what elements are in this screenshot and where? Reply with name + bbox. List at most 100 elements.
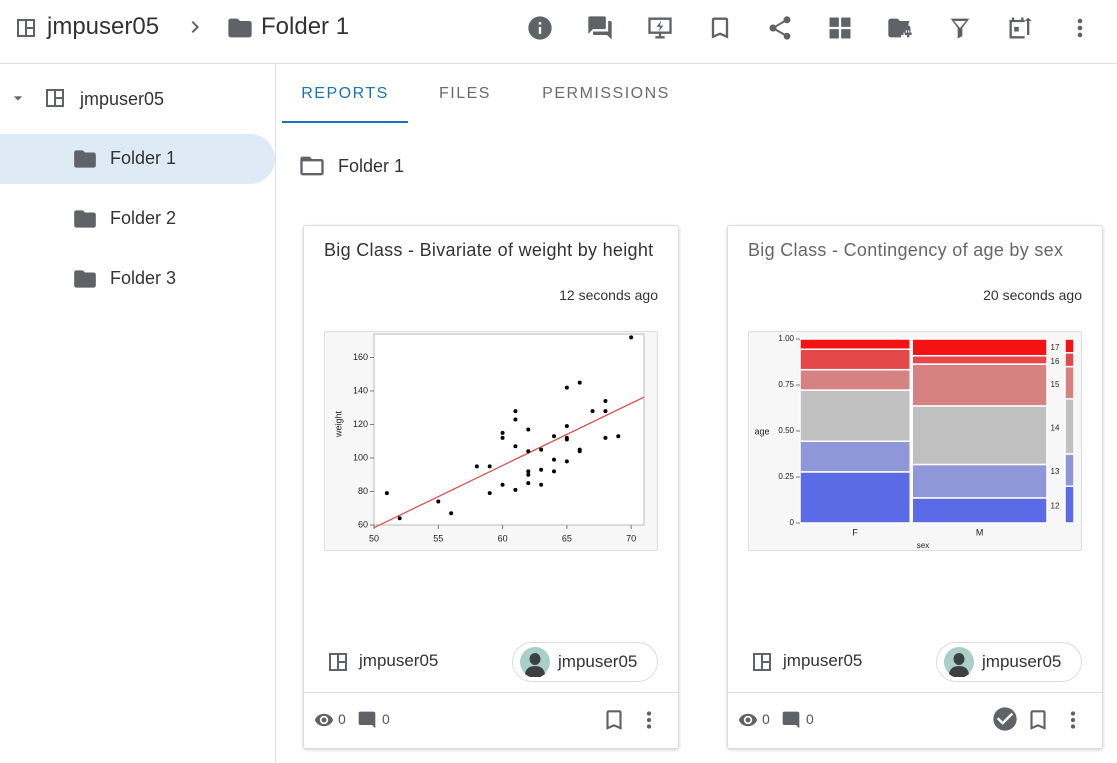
- comments-icon-shape: [358, 711, 376, 729]
- bookmark-button[interactable]: [601, 707, 627, 733]
- x-tick-label: M: [976, 527, 984, 537]
- x-axis-label: height: [497, 548, 522, 551]
- mosaic-cell: [799, 471, 911, 524]
- views-icon: [314, 713, 334, 727]
- y-axis-label: age: [754, 426, 769, 436]
- comments-count: 0: [382, 711, 390, 727]
- data-point: [564, 424, 569, 429]
- breadcrumb-space[interactable]: jmpuser05: [47, 13, 160, 40]
- more-button[interactable]: [1066, 14, 1094, 42]
- space-name[interactable]: jmpuser05: [783, 651, 863, 670]
- legend-label: 16: [1051, 357, 1060, 366]
- tab[interactable]: REPORTS: [301, 85, 389, 102]
- dashboard-button[interactable]: [826, 14, 854, 42]
- folder-name: Folder 2: [110, 208, 177, 228]
- mosaic-cell: [911, 354, 1048, 365]
- owner-chip[interactable]: jmpuser05: [512, 642, 658, 682]
- mosaic-cell: [799, 368, 911, 391]
- data-point: [603, 409, 608, 414]
- bookmark-button-shape: [1030, 710, 1046, 730]
- legend-label: 17: [1051, 343, 1060, 352]
- report-card[interactable]: Big Class - Bivariate of weight by heigh…: [303, 225, 679, 749]
- data-point: [552, 457, 556, 462]
- comments-button[interactable]: [586, 14, 614, 42]
- sort-date-button[interactable]: [1006, 14, 1034, 42]
- data-point: [513, 417, 518, 422]
- y-tick-label: 0.50: [778, 426, 794, 435]
- y-tick-label: 0: [790, 518, 795, 527]
- info-button[interactable]: [526, 14, 554, 42]
- data-point: [449, 511, 454, 516]
- comments-icon: [782, 711, 800, 729]
- owner-chip[interactable]: jmpuser05: [936, 642, 1082, 682]
- new-folder-button[interactable]: [886, 14, 914, 42]
- y-tick-label: 0.25: [778, 472, 794, 481]
- y-tick-label: 120: [353, 419, 368, 429]
- mosaic-cell: [799, 389, 911, 442]
- open-folder-icon: [300, 156, 324, 176]
- tab[interactable]: PERMISSIONS: [542, 85, 670, 102]
- legend-label: 14: [1051, 424, 1060, 433]
- bookmark-button[interactable]: [1025, 707, 1051, 733]
- space-root[interactable]: jmpuser05: [80, 89, 165, 109]
- breadcrumb-folder[interactable]: Folder 1: [261, 13, 350, 40]
- data-point: [603, 435, 608, 440]
- share-button[interactable]: [766, 14, 794, 42]
- x-tick-label: 65: [562, 533, 572, 543]
- views-count: 0: [338, 711, 346, 727]
- margin-cell: [1064, 453, 1075, 487]
- more-button-shape: [646, 711, 652, 729]
- folder-icon: [74, 270, 96, 288]
- y-tick-label: 1.00: [778, 334, 794, 343]
- folder-row[interactable]: Folder 1: [0, 134, 275, 184]
- approved-icon-shape: [993, 707, 1017, 731]
- data-point: [513, 487, 518, 492]
- data-point: [526, 472, 531, 477]
- bookmark-button-shape: [606, 710, 622, 730]
- folder-row[interactable]: Folder 3: [0, 254, 275, 304]
- views-icon-shape: [738, 713, 758, 727]
- space-icon: [753, 653, 771, 671]
- data-point: [629, 335, 634, 340]
- data-point: [526, 481, 531, 486]
- data-point: [539, 482, 544, 487]
- y-tick-label: 60: [358, 519, 368, 529]
- folder-name: Folder 3: [110, 268, 177, 288]
- data-point: [539, 467, 544, 472]
- views-count: 0: [762, 711, 770, 727]
- data-point: [487, 491, 492, 496]
- data-point: [500, 430, 505, 435]
- x-tick-label: 70: [626, 533, 636, 543]
- more-button[interactable]: [1060, 707, 1086, 733]
- divider: [304, 692, 678, 693]
- chart-thumbnail: 60 80 100 120 140 160 50 55 60 65 70 weight height: [324, 331, 658, 551]
- space-icon: [46, 89, 64, 107]
- data-point: [590, 409, 595, 414]
- comments-count: 0: [806, 711, 814, 727]
- x-axis-label: sex: [917, 541, 929, 550]
- sidebar: jmpuser05 Folder 1 Folder 2 Folder 3: [0, 64, 276, 763]
- data-point: [384, 491, 389, 496]
- report-card[interactable]: Big Class - Contingency of age by sex 20 …: [727, 225, 1103, 749]
- expand-arrow[interactable]: [8, 88, 28, 108]
- tab[interactable]: FILES: [439, 85, 491, 102]
- folder-icon: [228, 18, 252, 38]
- data-point: [487, 464, 492, 469]
- folder-row[interactable]: Folder 2: [0, 194, 275, 244]
- folder-icon-shape: [74, 210, 96, 228]
- mosaic-cell: [799, 348, 911, 371]
- more-button[interactable]: [636, 707, 662, 733]
- mosaic-cell: [911, 497, 1048, 524]
- mosaic-cell: [911, 338, 1048, 357]
- present-button[interactable]: [646, 14, 674, 42]
- folder-icon: [74, 210, 96, 228]
- bookmark-button[interactable]: [706, 14, 734, 42]
- data-point: [616, 434, 621, 439]
- data-point: [474, 464, 479, 469]
- legend-label: 15: [1051, 380, 1060, 389]
- folder-icon: [74, 150, 96, 168]
- legend-label: 12: [1051, 502, 1060, 511]
- filter-button[interactable]: [946, 14, 974, 42]
- space-name[interactable]: jmpuser05: [359, 651, 439, 670]
- data-point: [526, 449, 531, 454]
